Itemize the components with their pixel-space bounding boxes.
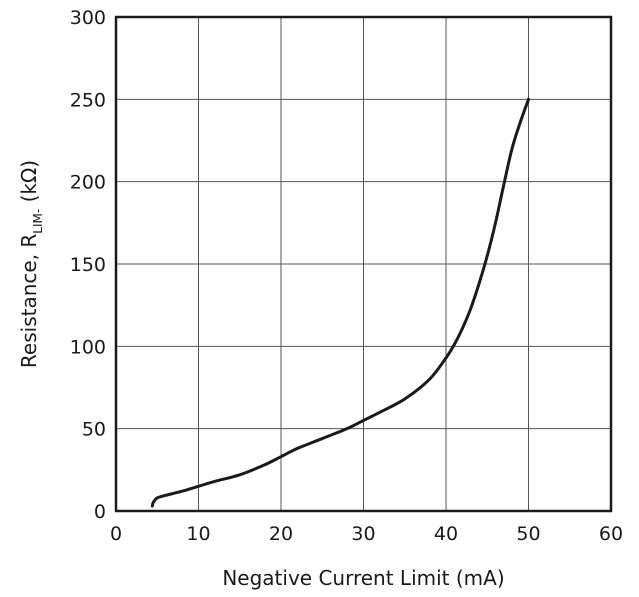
y-axis-title-main: Resistance, R	[17, 234, 41, 368]
x-tick-label: 50	[516, 523, 540, 545]
y-tick-label: 0	[94, 501, 106, 523]
x-axis-title: Negative Current Limit (mA)	[222, 566, 504, 590]
x-tick-label: 30	[351, 523, 375, 545]
series-line	[150, 97, 530, 508]
x-tick-label: 40	[434, 523, 458, 545]
y-tick-label: 300	[70, 7, 106, 29]
x-tick-label: 20	[269, 523, 293, 545]
plot-frame	[114, 15, 613, 513]
x-tick-label: 0	[110, 523, 122, 545]
y-axis-title: Resistance, RLIM- (kΩ)	[17, 160, 45, 368]
y-tick-label: 250	[70, 89, 106, 111]
y-tick-label: 200	[70, 172, 106, 194]
y-tick-label: 150	[70, 254, 106, 276]
x-tick-label: 10	[186, 523, 210, 545]
y-tick-label: 100	[70, 336, 106, 358]
x-tick-label: 60	[599, 523, 623, 545]
x-tick-labels: 0 10 20 30 40 50 60	[110, 523, 623, 545]
y-axis-title-subscript: LIM-	[31, 209, 45, 234]
y-tick-labels: 0 50 100 150 200 250 300	[70, 7, 106, 523]
y-axis-title-unit: (kΩ)	[17, 160, 41, 209]
y-tick-label: 50	[82, 419, 106, 441]
